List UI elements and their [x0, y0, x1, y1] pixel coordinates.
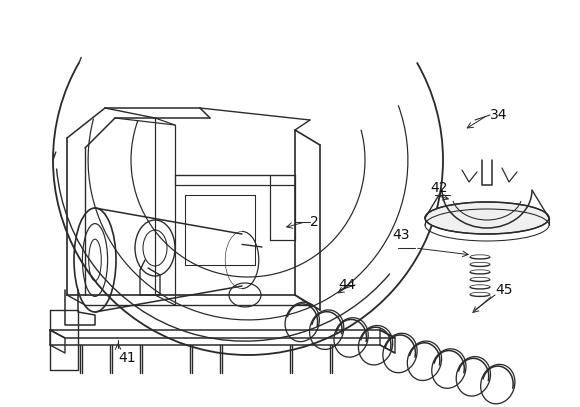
Text: 43: 43 [392, 228, 409, 242]
Text: 34: 34 [490, 108, 508, 122]
Text: 2: 2 [310, 215, 319, 229]
Ellipse shape [425, 202, 549, 234]
Text: 41: 41 [118, 351, 136, 365]
Text: 45: 45 [495, 283, 513, 297]
Text: 44: 44 [338, 278, 356, 292]
Text: 42: 42 [430, 181, 448, 195]
